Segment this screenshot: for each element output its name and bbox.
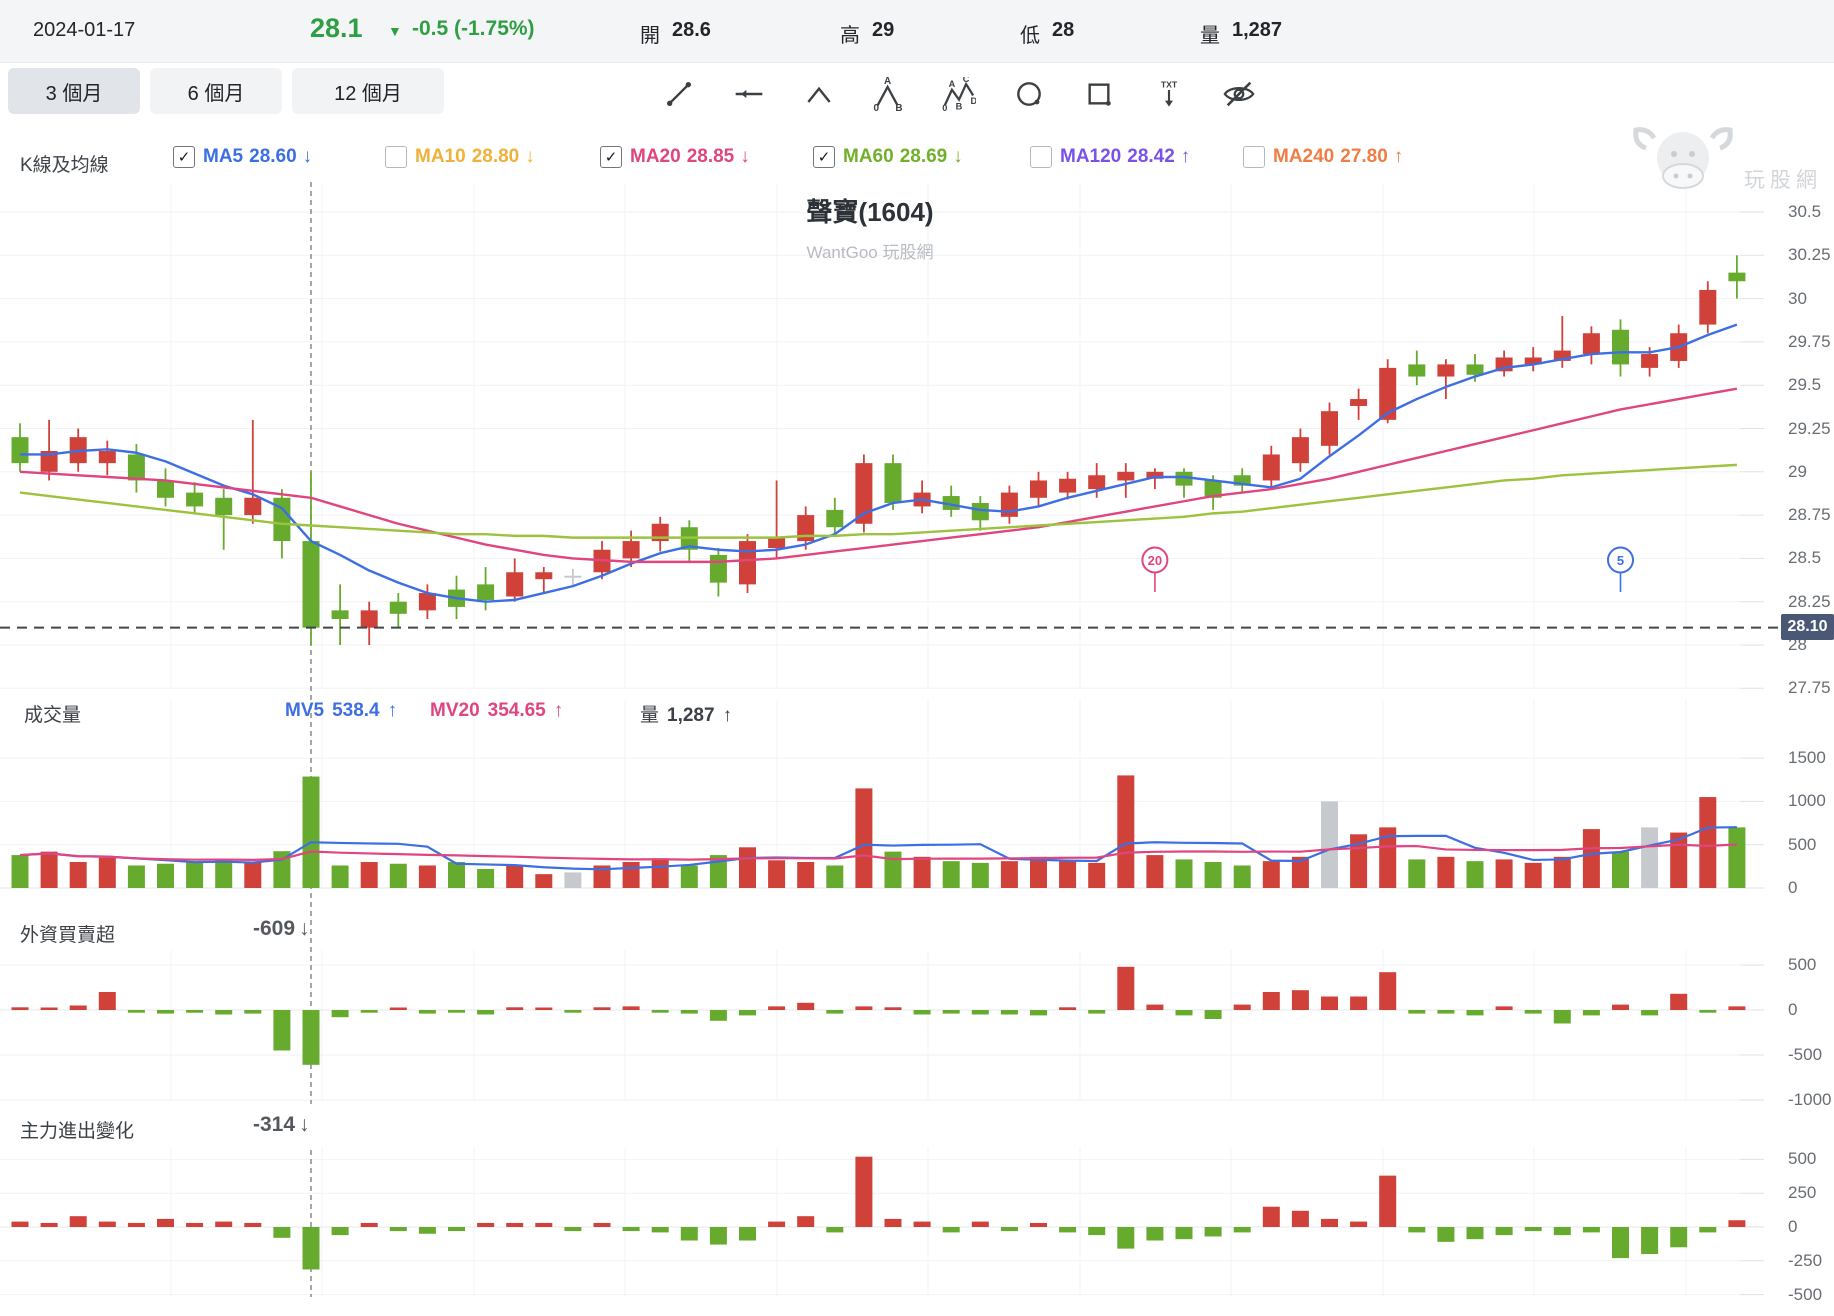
- major-bars: [11, 1156, 1746, 1270]
- ma60-line: [19, 463, 1737, 539]
- ma20-line: [19, 387, 1738, 564]
- ma5-line: [20, 323, 1738, 603]
- mv5-line: [19, 826, 1737, 871]
- grid: [0, 183, 1764, 1297]
- candlestick-series: [11, 255, 1746, 645]
- foreign-bars: [11, 966, 1746, 1065]
- volume-bars: [11, 775, 1746, 888]
- ma-cross-pin-5: 5: [1607, 546, 1634, 592]
- mv20-line: [19, 843, 1737, 862]
- svg-text:20: 20: [1148, 553, 1162, 568]
- svg-text:5: 5: [1617, 553, 1624, 568]
- ma-cross-pin-20: 20: [1141, 546, 1169, 592]
